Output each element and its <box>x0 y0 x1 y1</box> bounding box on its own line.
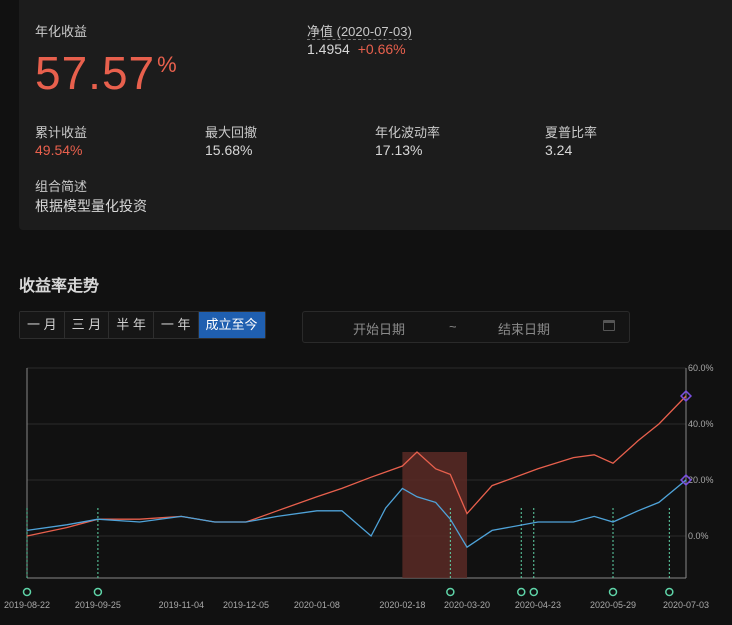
summary-card: 年化收益 57.57% 净值 (2020-07-03) 1.4954 +0.66… <box>19 0 732 230</box>
desc-value: 根据模型量化投资 <box>35 198 147 214</box>
metric-label-cumulative: 累计收益 <box>35 125 88 140</box>
metric-label-sharpe: 夏普比率 <box>545 125 598 140</box>
annual-return-value: 57.57% <box>35 50 178 96</box>
max-drawdown-band <box>402 452 468 578</box>
x-tick-label: 2019-12-05 <box>223 600 269 610</box>
metric-value-cumulative: 49.54% <box>35 142 83 158</box>
return-trend-chart: 60.0% 40.0% 20.0% 0.0% 2019-08-22 2019-09-25 2… <box>4 363 714 610</box>
tab-since-inception[interactable]: 成立至今 <box>198 312 265 338</box>
trend-title: 收益率走势 <box>19 278 100 295</box>
x-tick-label: 2020-07-03 <box>663 600 709 610</box>
period-tabs: 一 月 三 月 半 年 一 年 成立至今 <box>19 311 266 339</box>
x-tick-label: 2020-05-29 <box>590 600 636 610</box>
y-tick-label: 20.0% <box>688 475 714 485</box>
end-date-input[interactable]: 结束日期 <box>498 322 551 337</box>
tab-one-year[interactable]: 一 年 <box>153 312 199 338</box>
annual-return-unit: % <box>157 52 178 77</box>
portfolio-line <box>26 395 687 537</box>
y-tick-label: 60.0% <box>688 363 714 373</box>
x-tick-label: 2020-03-20 <box>444 600 490 610</box>
rebalance-marker <box>529 587 539 597</box>
y-tick-label: 0.0% <box>688 531 709 541</box>
tab-half-year[interactable]: 半 年 <box>109 312 154 338</box>
rebalance-marker <box>665 587 674 597</box>
annual-return-number: 57.57 <box>35 47 156 99</box>
tab-three-months[interactable]: 三 月 <box>64 312 110 338</box>
desc-label: 组合简述 <box>35 179 88 194</box>
y-tick-label: 40.0% <box>688 419 714 429</box>
rebalance-marker <box>22 587 32 597</box>
nav-label: 净值 (2020-07-03) <box>307 21 412 40</box>
date-range-picker[interactable]: 开始日期 ~ 结束日期 <box>302 311 630 343</box>
metric-value-sharpe: 3.24 <box>545 142 573 158</box>
rebalance-marker <box>608 587 618 597</box>
metric-label-max-drawdown: 最大回撤 <box>205 125 258 140</box>
benchmark-end-marker <box>679 473 693 487</box>
rebalance-marker <box>446 587 455 597</box>
annual-return-label: 年化收益 <box>35 24 88 39</box>
metric-value-volatility: 17.13% <box>375 142 423 158</box>
nav-readout: 1.4954 +0.66% <box>307 41 406 57</box>
x-tick-label: 2020-01-08 <box>294 600 340 610</box>
x-tick-label: 2020-02-18 <box>379 600 425 610</box>
x-tick-label: 2019-09-25 <box>75 600 121 610</box>
metric-value-max-drawdown: 15.68% <box>205 142 253 158</box>
benchmark-line <box>26 479 687 549</box>
rebalance-marker <box>517 587 526 597</box>
nav-change: +0.66% <box>357 41 406 57</box>
metric-label-volatility: 年化波动率 <box>375 125 441 140</box>
start-date-input[interactable]: 开始日期 <box>353 322 406 337</box>
portfolio-end-marker <box>679 389 693 403</box>
tab-one-month[interactable]: 一 月 <box>20 312 65 338</box>
calendar-icon[interactable] <box>603 320 615 331</box>
nav-value: 1.4954 <box>307 41 350 57</box>
date-separator: ~ <box>449 319 457 334</box>
rebalance-marker <box>93 587 103 597</box>
x-tick-label: 2019-08-22 <box>4 600 50 610</box>
nav-label-text: 净值 (2020-07-03) <box>307 24 412 40</box>
x-tick-label: 2020-04-23 <box>515 600 561 610</box>
x-tick-label: 2019-11-04 <box>159 600 204 610</box>
